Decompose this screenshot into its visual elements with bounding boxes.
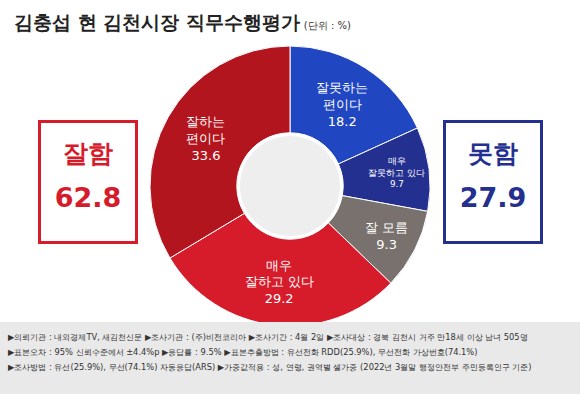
html-text:못함: 못함 [468,139,518,168]
html-text:김충섭 현 김천시장 직무수행평가 (단위 : %): 김충섭 현 김천시장 직무수행평가 (단위 : %) [14,11,351,33]
svg-text:매우잘하고 있다29.2: 매우잘하고 있다29.2 [245,258,314,307]
svg-text:매우잘못하고 있다9.7: 매우잘못하고 있다9.7 [368,156,425,189]
html-text:▶표본오차 : 95% 신뢰수준에서 ±4.4%p ▶응답률: ▶표본오차 : 95% 신뢰수준에서 ±4.4%p ▶응답률 : 9.5% ▶표… [8,347,478,357]
html-text:▶조사방법 : 유선(25.9%), 무선(74.1%) 자: ▶조사방법 : 유선(25.9%), 무선(74.1%) 자동응답(ARS) ▶… [8,362,532,372]
html-text:62.8: 62.8 [54,182,122,213]
svg-text:잘 모름9.3: 잘 모름9.3 [365,220,408,252]
svg-text:잘못하는편이다18.2: 잘못하는편이다18.2 [316,80,368,129]
html-text:▶의뢰기관 : 내외경제TV, 새김천신문 ▶조사기관 :: ▶의뢰기관 : 내외경제TV, 새김천신문 ▶조사기관 : (주)비전코리아 ▶… [8,332,528,342]
html-text:27.9: 27.9 [459,182,527,213]
svg-text:잘하는편이다33.6: 잘하는편이다33.6 [186,114,225,163]
html-text:잘함: 잘함 [63,139,113,168]
